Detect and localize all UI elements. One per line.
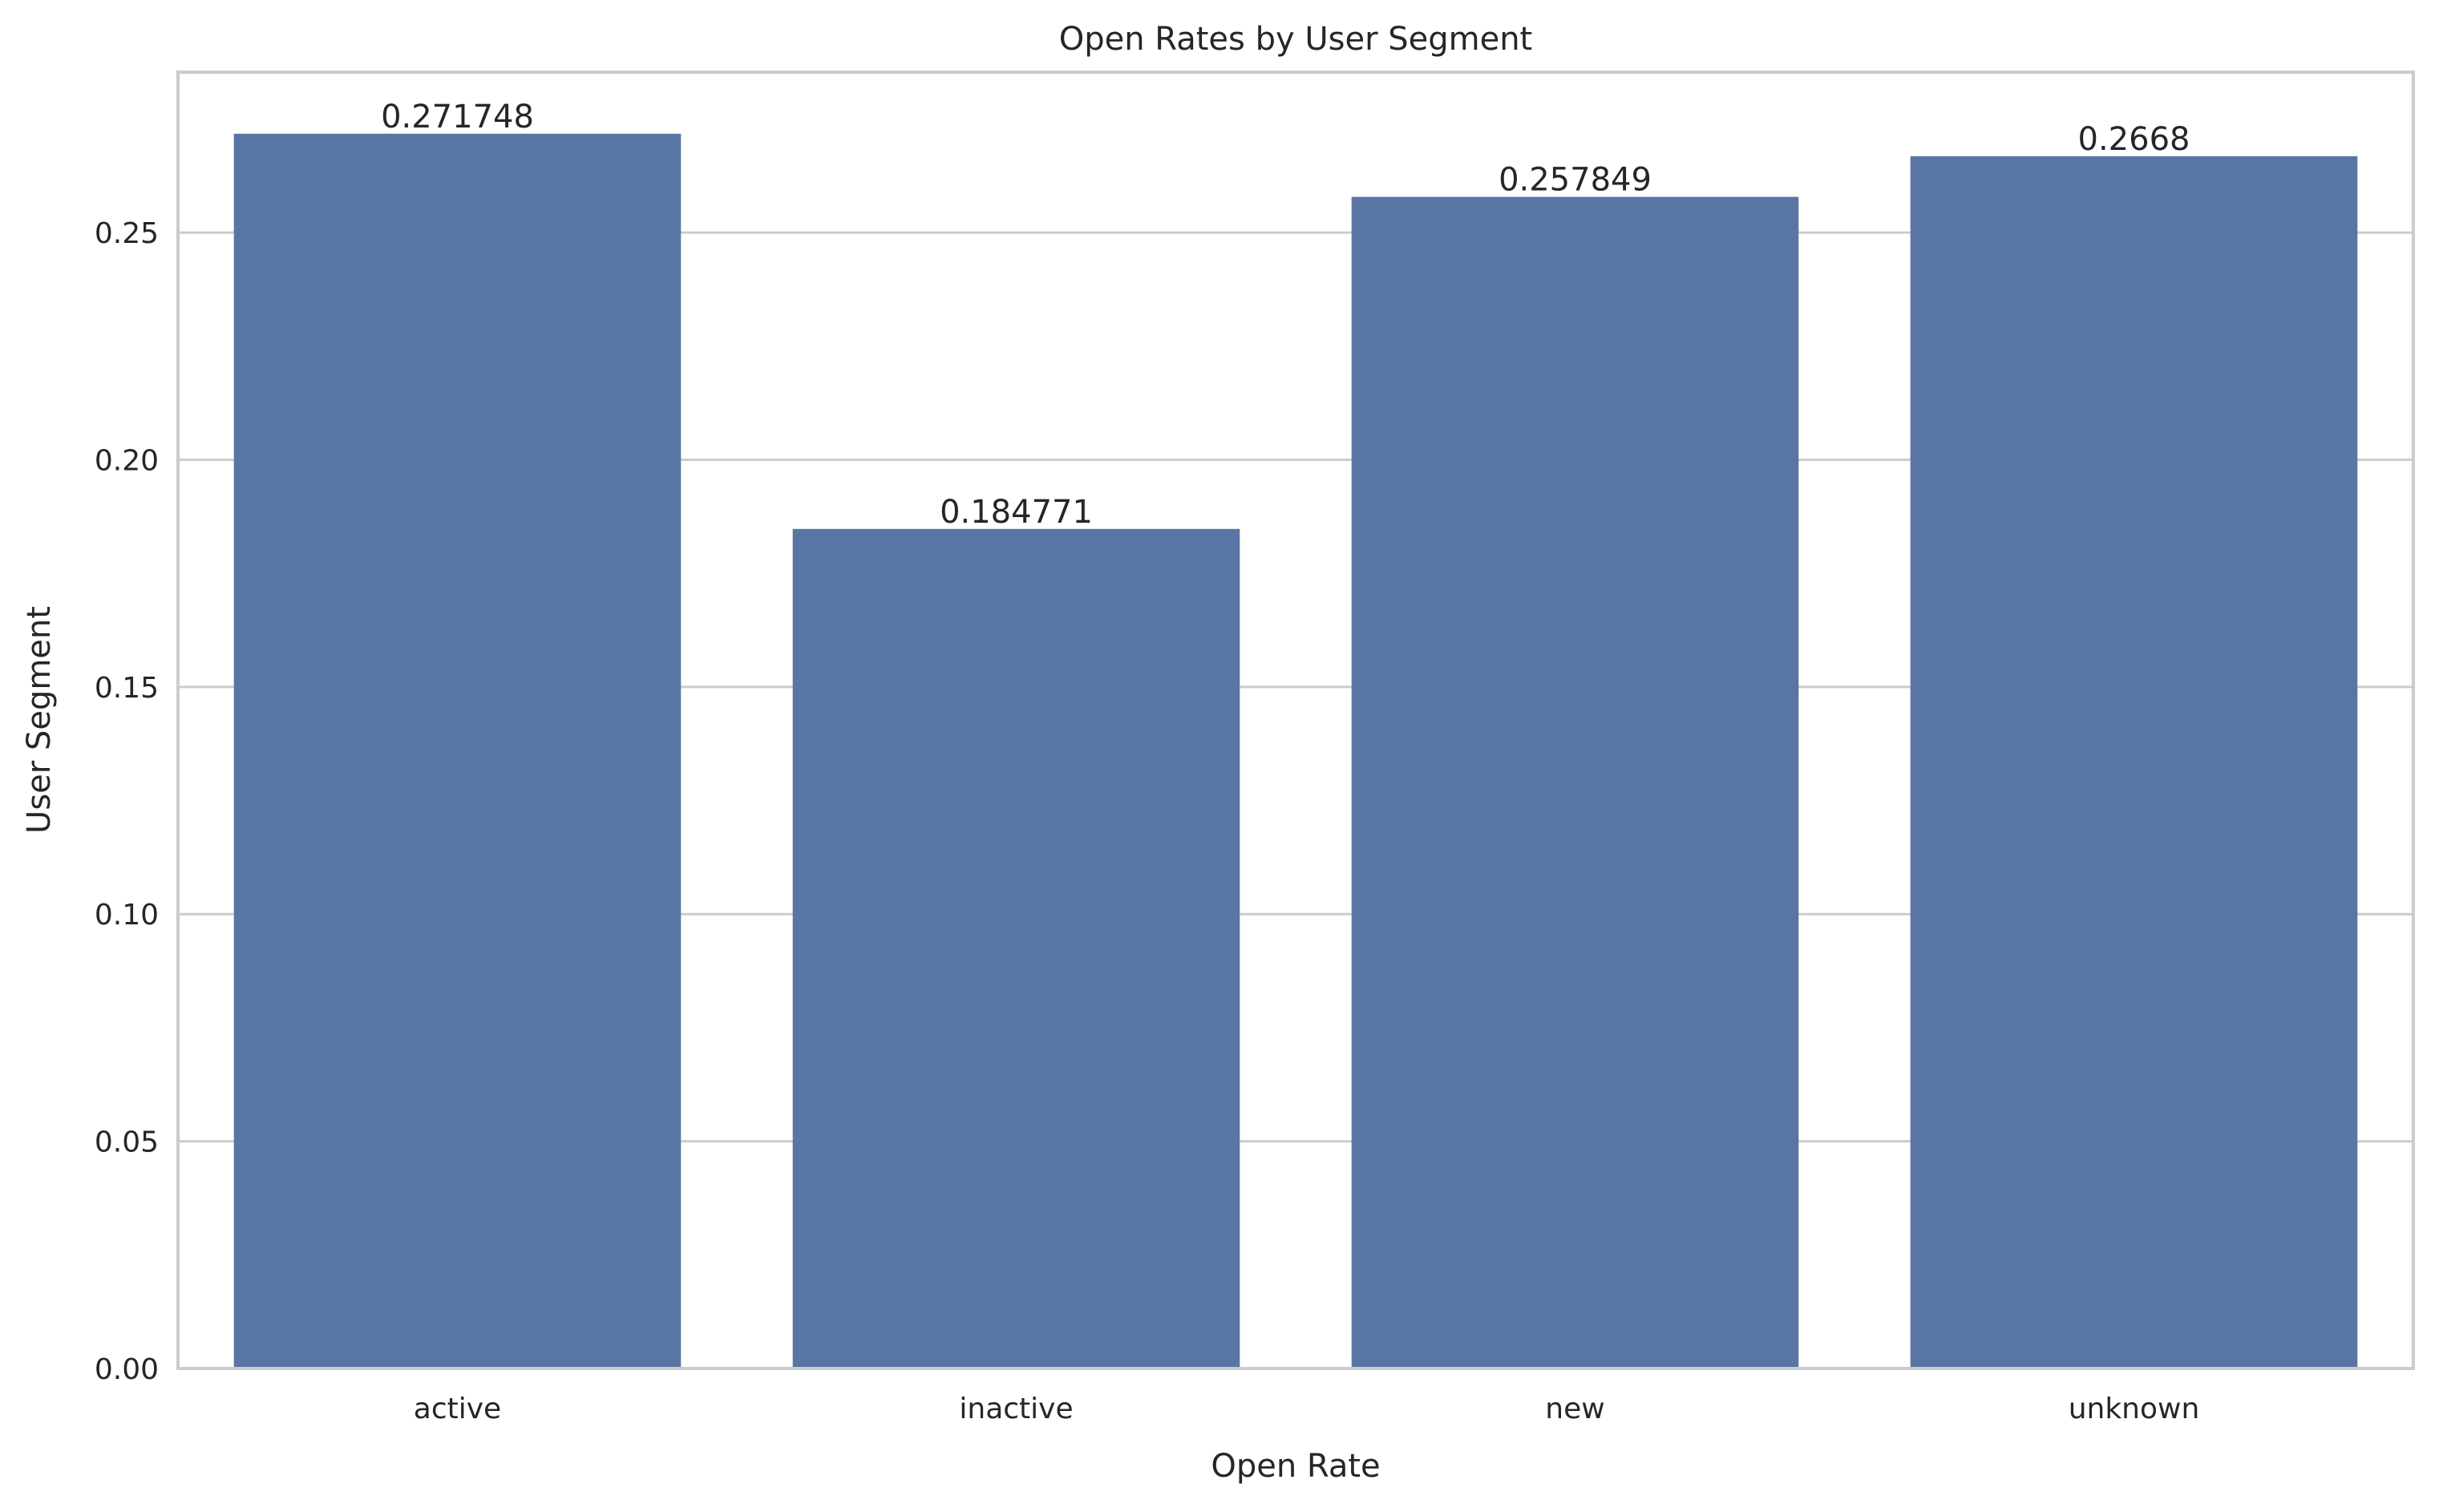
y-axis-label: User Segment bbox=[21, 606, 58, 834]
y-tick-label: 0.10 bbox=[95, 899, 159, 932]
bar-unknown bbox=[1910, 156, 2358, 1368]
x-tick-label: new bbox=[1545, 1393, 1604, 1425]
bar-new bbox=[1351, 196, 1799, 1369]
x-axis-ticks: active inactive new unknown bbox=[414, 1393, 2200, 1425]
x-tick-label: inactive bbox=[959, 1393, 1073, 1425]
y-tick-label: 0.15 bbox=[95, 672, 159, 705]
bar-value-label: 0.257849 bbox=[1499, 162, 1652, 199]
bar-value-label: 0.184771 bbox=[940, 494, 1093, 531]
y-tick-label: 0.25 bbox=[95, 217, 159, 250]
y-tick-label: 0.00 bbox=[95, 1353, 159, 1386]
bar-inactive bbox=[792, 528, 1240, 1368]
y-axis-ticks: 0.00 0.05 0.10 0.15 0.20 0.25 bbox=[95, 217, 159, 1386]
bar-value-label: 0.271748 bbox=[381, 99, 534, 135]
bars bbox=[233, 133, 2358, 1369]
x-tick-label: active bbox=[414, 1393, 501, 1425]
chart-title: Open Rates by User Segment bbox=[1059, 21, 1533, 58]
bar-value-labels: 0.271748 0.184771 0.257849 0.2668 bbox=[381, 99, 2190, 531]
x-axis-label: Open Rate bbox=[1211, 1448, 1380, 1485]
y-tick-label: 0.05 bbox=[95, 1126, 159, 1159]
bar-active bbox=[233, 133, 682, 1368]
x-tick-label: unknown bbox=[2069, 1393, 2200, 1425]
plot-frame bbox=[176, 71, 2415, 1370]
y-tick-label: 0.20 bbox=[95, 444, 159, 477]
bar-value-label: 0.2668 bbox=[2078, 121, 2190, 158]
